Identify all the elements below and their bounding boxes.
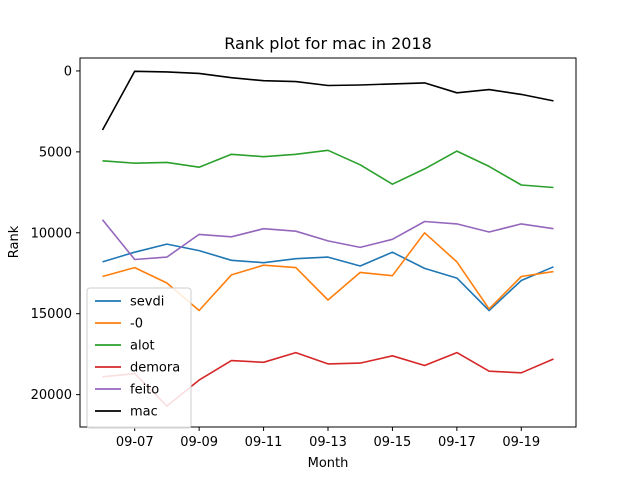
x-axis: 09-07 09-09 09-11 09-13 09-15 09-17 09-19 bbox=[116, 427, 540, 450]
x-tick-label: 09-07 bbox=[116, 435, 154, 450]
y-tick-label: 0 bbox=[64, 64, 72, 79]
x-tick-label: 09-13 bbox=[309, 435, 347, 450]
x-tick-label: 09-17 bbox=[438, 435, 476, 450]
x-tick-label: 09-11 bbox=[245, 435, 283, 450]
x-axis-label: Month bbox=[308, 456, 349, 471]
y-tick-label: 15000 bbox=[31, 307, 72, 322]
legend: sevdi -0 alot demora feito mac bbox=[86, 287, 192, 429]
x-tick-label: 09-19 bbox=[502, 435, 540, 450]
x-tick-label: 09-15 bbox=[374, 435, 412, 450]
series-line-alot bbox=[102, 149, 554, 189]
y-tick-label: 20000 bbox=[31, 388, 72, 403]
legend-label: feito bbox=[130, 383, 159, 398]
legend-label: demora bbox=[130, 361, 180, 376]
legend-label: alot bbox=[130, 339, 155, 354]
x-tick-label: 09-09 bbox=[180, 435, 218, 450]
legend-label: sevdi bbox=[130, 295, 164, 310]
series-line-feito bbox=[101, 219, 554, 261]
series-line-sevdi bbox=[102, 243, 554, 312]
y-tick-label: 10000 bbox=[31, 226, 72, 241]
y-axis: 0 5000 10000 15000 20000 bbox=[31, 64, 80, 403]
y-axis-label: Rank bbox=[7, 225, 22, 258]
legend-label: mac bbox=[130, 405, 158, 420]
chart-title: Rank plot for mac in 2018 bbox=[224, 34, 432, 53]
legend-label: -0 bbox=[130, 317, 143, 332]
series-line-mac bbox=[101, 70, 554, 131]
y-tick-label: 5000 bbox=[39, 145, 72, 160]
